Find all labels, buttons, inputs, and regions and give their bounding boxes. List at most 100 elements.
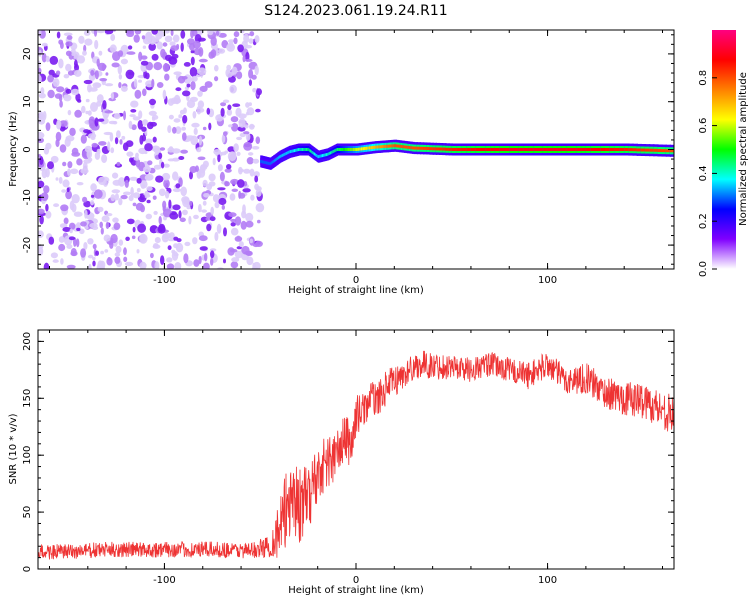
noise-blob	[193, 259, 200, 267]
noise-blob	[175, 183, 181, 189]
track-core	[466, 148, 473, 151]
noise-blob	[173, 94, 181, 105]
track-core	[357, 147, 361, 151]
noise-blob	[40, 192, 49, 202]
track-core	[384, 144, 388, 148]
noise-blob	[214, 64, 219, 72]
noise-blob	[52, 78, 60, 87]
track-core	[378, 145, 382, 149]
noise-blob	[221, 134, 226, 144]
track-core	[435, 147, 441, 151]
noise-blob	[55, 177, 59, 181]
noise-blob	[193, 214, 199, 220]
noise-blob	[110, 147, 115, 154]
track-core	[340, 148, 343, 151]
noise-blob	[190, 80, 196, 91]
noise-blob	[59, 144, 67, 153]
x-tick-label: -100	[153, 275, 176, 286]
noise-blob	[123, 110, 126, 121]
noise-blob	[210, 250, 215, 259]
noise-blob	[123, 191, 131, 196]
noise-blob	[190, 56, 195, 66]
track-core	[632, 148, 638, 152]
noise-blob	[173, 118, 181, 123]
noise-blob	[117, 64, 123, 75]
noise-blob	[249, 31, 255, 37]
noise-blob	[80, 168, 89, 175]
noise-blob	[106, 213, 113, 217]
noise-blob	[255, 240, 263, 247]
noise-blob	[104, 249, 109, 253]
noise-blob	[189, 96, 198, 102]
noise-blob	[148, 110, 157, 116]
noise-blob	[244, 44, 252, 49]
colorbar-tick-label: 0.4	[698, 165, 709, 181]
noise-blob	[90, 200, 95, 206]
noise-blob	[238, 192, 246, 199]
noise-blob	[202, 126, 207, 131]
noise-blob	[120, 194, 128, 200]
track-core	[669, 149, 674, 153]
noise-blob	[124, 179, 129, 188]
noise-blob	[167, 245, 172, 251]
noise-blob	[140, 60, 149, 66]
noise-blob	[112, 179, 122, 186]
noise-blob	[66, 187, 70, 193]
colorbar-gradient	[712, 30, 736, 269]
noise-blob	[90, 69, 95, 76]
noise-blob	[80, 221, 87, 227]
noise-blob	[183, 62, 191, 67]
noise-blob	[168, 232, 175, 239]
noise-blob	[67, 168, 71, 176]
track-core	[595, 148, 602, 151]
noise-blob	[147, 121, 154, 130]
noise-blob	[139, 194, 145, 201]
noise-blob	[202, 179, 208, 187]
track-core	[461, 148, 468, 151]
track-core	[370, 146, 374, 150]
noise-blob	[172, 126, 177, 134]
noise-blob	[157, 225, 166, 234]
track-core	[557, 148, 564, 151]
noise-blob	[237, 126, 246, 132]
noise-blob	[115, 245, 122, 254]
noise-blob	[138, 51, 143, 62]
noise-blob	[246, 157, 254, 165]
noise-blob	[253, 171, 260, 178]
noise-blob	[151, 30, 158, 35]
colorbar-tick-label: 0.0	[698, 261, 709, 277]
noise-blob	[230, 218, 237, 223]
noise-blob	[80, 248, 87, 258]
noise-blob	[62, 179, 70, 188]
noise-blob	[137, 120, 143, 130]
noise-blob	[140, 55, 148, 60]
noise-blob	[76, 222, 81, 228]
noise-blob	[96, 58, 100, 67]
track-core	[605, 148, 611, 151]
noise-blob	[90, 183, 97, 192]
track-core	[379, 145, 383, 149]
track-core	[581, 148, 588, 151]
noise-blob	[124, 261, 134, 267]
noise-blob	[131, 124, 137, 131]
noise-blob	[62, 161, 67, 167]
noise-blob	[231, 66, 238, 75]
noise-blob	[254, 175, 259, 183]
noise-blob	[208, 181, 216, 187]
noise-blob	[234, 216, 242, 226]
track-core	[538, 148, 544, 151]
track-core	[392, 144, 396, 148]
noise-blob	[169, 146, 173, 151]
track-core	[413, 146, 418, 150]
noise-blob	[76, 182, 84, 186]
track-core	[494, 148, 501, 151]
noise-blob	[170, 45, 179, 51]
noise-blob	[38, 131, 45, 139]
noise-blob	[172, 188, 182, 193]
noise-blob	[180, 149, 189, 154]
noise-blob	[71, 147, 79, 155]
noise-blob	[229, 84, 237, 94]
track-core	[362, 147, 366, 151]
noise-blob	[142, 119, 149, 126]
colorbar: 0.0 0.2 0.4 0.6 0.8 Normalized spectral ampl…	[698, 30, 749, 277]
